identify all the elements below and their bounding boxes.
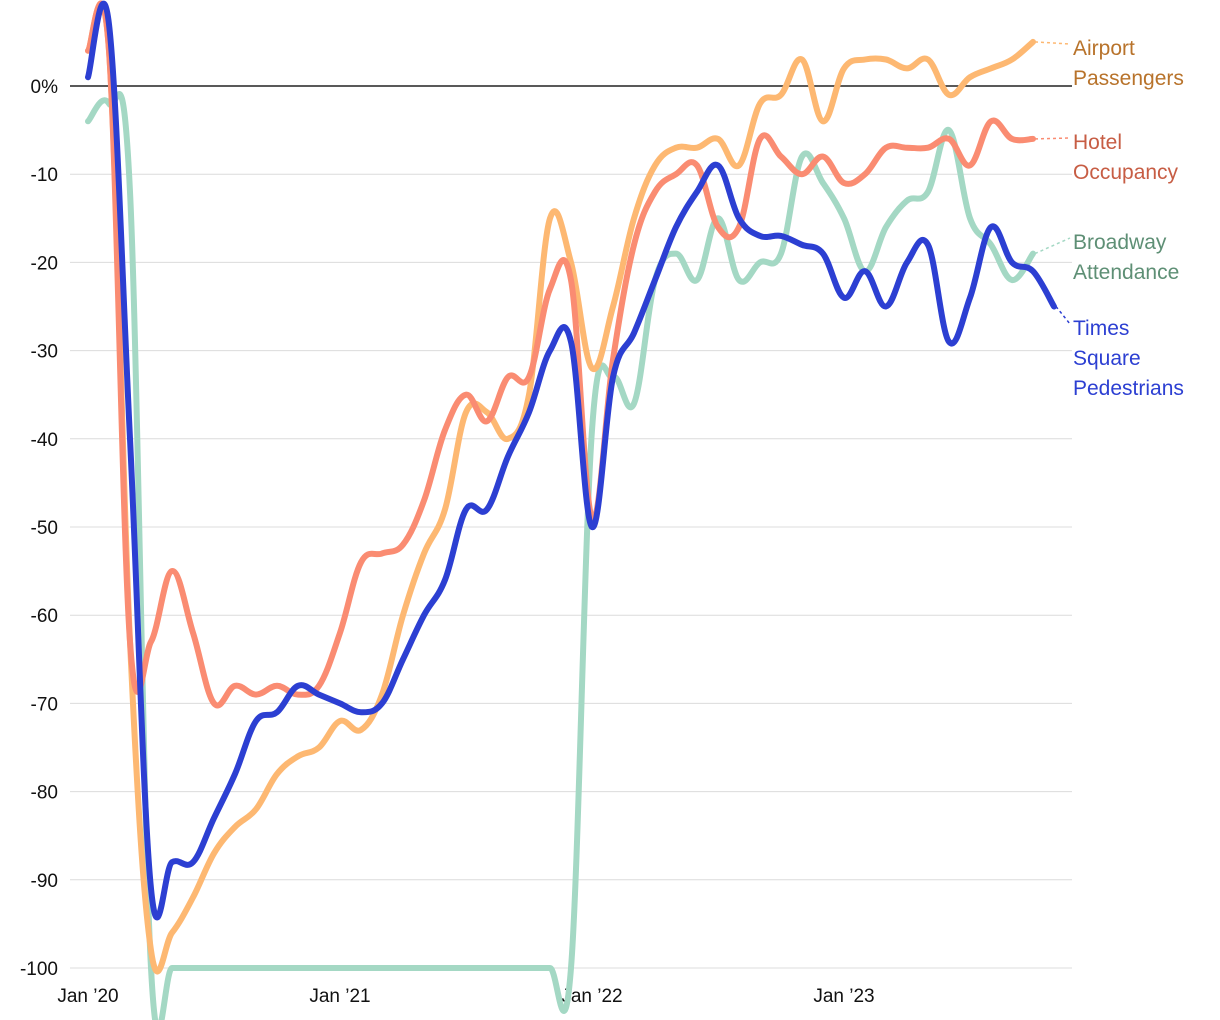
airport-passengers-leader — [1034, 41, 1071, 45]
y-tick-label: -30 — [31, 342, 58, 363]
series-label-line: Hotel — [1073, 131, 1122, 154]
series-label-line: Times — [1073, 317, 1129, 340]
y-tick-label: -70 — [31, 694, 58, 715]
y-tick-label: -60 — [31, 606, 58, 627]
series-label-line: Airport — [1073, 37, 1135, 60]
series-label-line: Occupancy — [1073, 161, 1179, 184]
series-label-line: Attendance — [1073, 261, 1179, 284]
y-tick-label: -100 — [20, 959, 58, 980]
x-tick-label: Jan ’20 — [57, 986, 118, 1007]
x-tick-label: Jan ’22 — [561, 986, 622, 1007]
times-square-pedestrians-label: Times Square Pedestrians — [1073, 317, 1184, 400]
series-label-line: Square — [1073, 347, 1141, 370]
series-lines — [85, 0, 1071, 1020]
series-labels: Broadway Attendance Airport Passengers Hotel… — [1073, 37, 1184, 400]
x-tick-label: Jan ’21 — [309, 986, 370, 1007]
broadway-attendance-line — [85, 91, 1036, 1020]
airport-passengers-line — [85, 0, 1036, 975]
y-tick-label: -50 — [31, 518, 58, 539]
y-tick-label: 0% — [31, 77, 59, 98]
x-axis: Jan ’20 Jan ’21 Jan ’22 Jan ’23 — [57, 986, 874, 1007]
series-label-line: Broadway — [1073, 231, 1167, 254]
hotel-occupancy-label: Hotel Occupancy — [1073, 131, 1179, 184]
y-tick-label: -40 — [31, 430, 58, 451]
y-tick-label: -90 — [31, 871, 58, 892]
broadway-attendance-label: Broadway Attendance — [1073, 231, 1179, 284]
hotel-occupancy-leader — [1034, 137, 1071, 140]
y-tick-label: -10 — [31, 165, 58, 186]
series-label-line: Pedestrians — [1073, 377, 1184, 400]
y-tick-label: -80 — [31, 783, 58, 804]
y-tick-label: -20 — [31, 253, 58, 274]
times-square-pedestrians-leader — [1055, 306, 1071, 325]
y-axis: 0% -10 -20 -30 -40 -50 -60 -70 -80 -90 -100 — [20, 77, 58, 980]
grid — [70, 85, 1072, 969]
times-square-pedestrians-line — [85, 0, 1057, 921]
x-tick-label: Jan ’23 — [813, 986, 874, 1007]
airport-passengers-label: Airport Passengers — [1073, 37, 1184, 90]
hotel-occupancy-line — [85, 0, 1036, 709]
series-label-line: Passengers — [1073, 67, 1184, 90]
broadway-attendance-leader — [1034, 237, 1071, 255]
